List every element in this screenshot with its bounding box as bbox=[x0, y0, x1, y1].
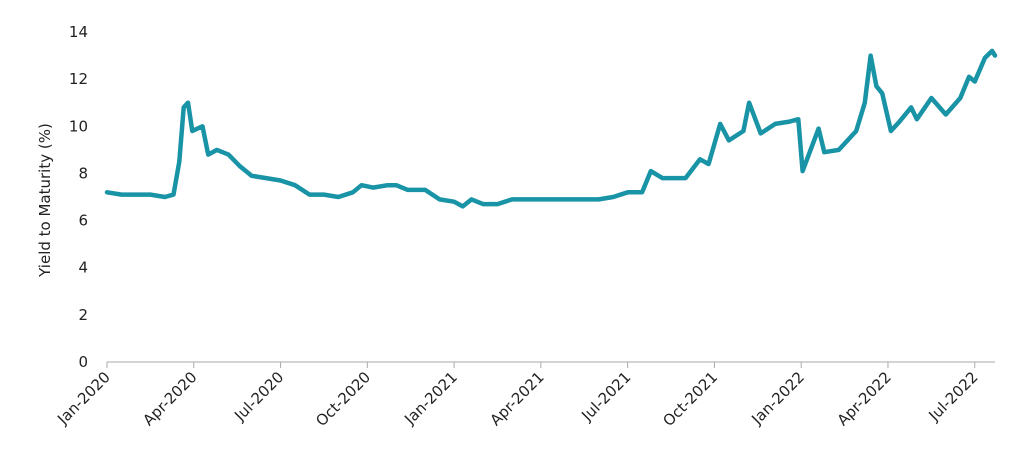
x-tick-label: Apr-2020 bbox=[139, 368, 200, 429]
y-tick-label: 4 bbox=[78, 259, 88, 277]
line-series bbox=[104, 48, 998, 209]
x-tick-label: Apr-2021 bbox=[486, 368, 547, 429]
x-tick-label: Oct-2021 bbox=[659, 368, 721, 430]
x-tick-label: Apr-2022 bbox=[834, 368, 895, 429]
y-tick-label: 0 bbox=[78, 353, 88, 371]
x-tick-label: Jan-2020 bbox=[53, 368, 114, 429]
y-tick-label: 14 bbox=[69, 23, 88, 41]
x-tick-label: Jan-2021 bbox=[400, 368, 461, 429]
x-tick-label: Jan-2022 bbox=[747, 368, 808, 429]
x-tick-label: Oct-2020 bbox=[312, 368, 374, 430]
x-tick-label: Jul-2021 bbox=[577, 368, 634, 425]
y-tick-label: 2 bbox=[78, 306, 88, 324]
y-tick-label: 12 bbox=[69, 70, 88, 88]
y-axis-label: Yield to Maturity (%) bbox=[36, 123, 54, 278]
x-tick-label: Jul-2020 bbox=[230, 368, 287, 425]
y-tick-label: 10 bbox=[69, 117, 88, 135]
y-tick-label: 8 bbox=[78, 164, 88, 182]
y-tick-label: 6 bbox=[78, 212, 88, 230]
x-tick-label: Jul-2022 bbox=[925, 368, 982, 425]
